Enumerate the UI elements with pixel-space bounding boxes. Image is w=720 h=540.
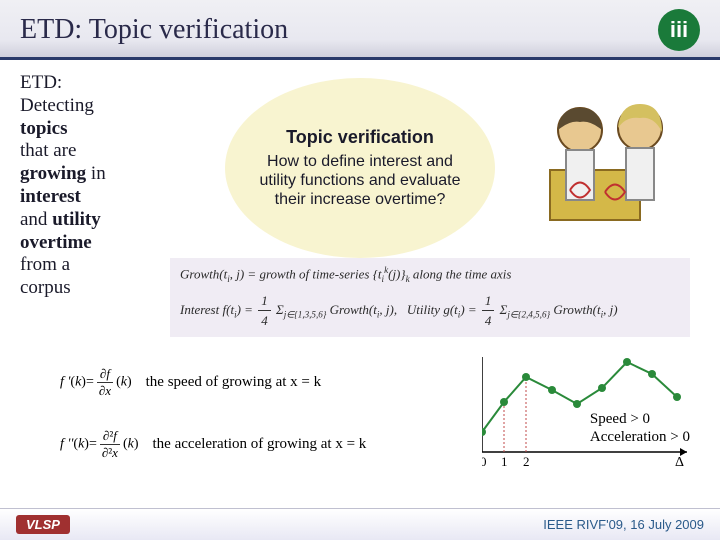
left-description: ETD:Detectingtopicsthat aregrowing inint… bbox=[20, 72, 165, 300]
svg-text:0: 0 bbox=[482, 454, 487, 469]
second-derivative-row: f ''(k)=∂²f∂²x(k) the acceleration of gr… bbox=[60, 428, 366, 461]
d2-formula: f ''(k)=∂²f∂²x(k) bbox=[60, 428, 139, 461]
bubble-title: Topic verification bbox=[286, 127, 434, 148]
svg-text:Δ: Δ bbox=[675, 455, 684, 470]
formula-band: Growth(ti, j) = growth of time-series {t… bbox=[170, 258, 690, 337]
slide-footer: VLSP IEEE RIVF'09, 16 July 2009 bbox=[0, 508, 720, 540]
svg-text:1: 1 bbox=[501, 454, 508, 469]
first-derivative-row: f '(k)=∂f∂x(k) the speed of growing at x… bbox=[60, 366, 321, 399]
scientists-clipart bbox=[530, 80, 700, 240]
d1-label: the speed of growing at x = k bbox=[146, 374, 322, 391]
slide-title: ETD: Topic verification bbox=[20, 14, 288, 46]
logo-text: iii bbox=[670, 17, 688, 43]
d1-formula: f '(k)=∂f∂x(k) bbox=[60, 366, 132, 399]
d2-label: the acceleration of growing at x = k bbox=[153, 436, 367, 453]
org-logo: iii bbox=[658, 9, 700, 51]
chart-annotations: Speed > 0Acceleration > 0 bbox=[590, 410, 690, 446]
footer-text: IEEE RIVF'09, 16 July 2009 bbox=[543, 517, 704, 532]
topic-bubble: Topic verification How to define interes… bbox=[225, 78, 495, 258]
footer-logo: VLSP bbox=[16, 515, 70, 534]
slide-content: ETD:Detectingtopicsthat aregrowing inint… bbox=[0, 60, 720, 500]
bubble-text: How to define interest and utility funct… bbox=[255, 152, 465, 210]
slide-header: ETD: Topic verification iii bbox=[0, 0, 720, 60]
svg-text:2: 2 bbox=[523, 454, 530, 469]
